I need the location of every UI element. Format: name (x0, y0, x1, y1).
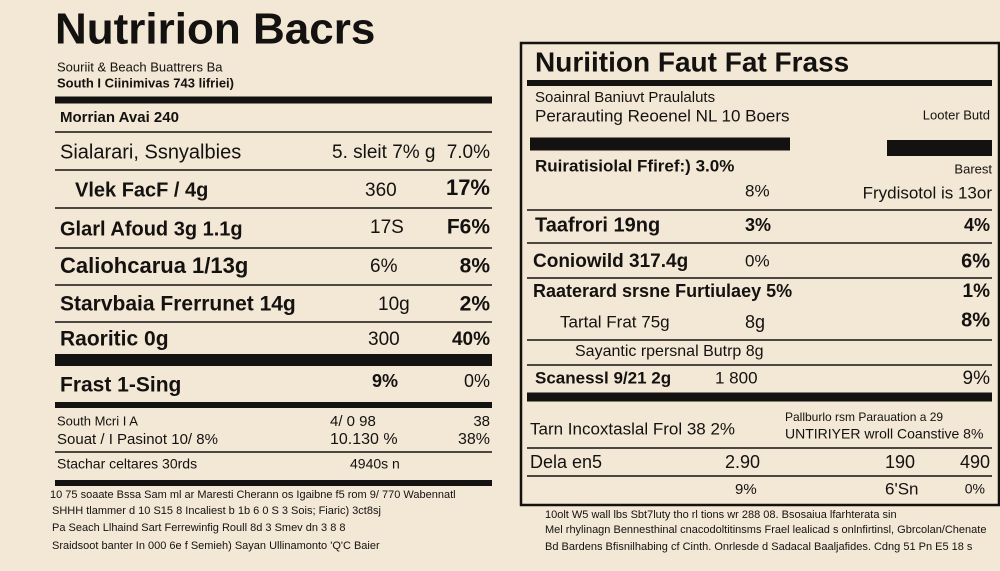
rule (527, 209, 992, 211)
label-text: 6% (961, 250, 990, 272)
label-text: 9% (372, 371, 398, 391)
label-text: Dela en5 (530, 452, 602, 472)
label-text: Bd Bardens Bfisnilhabing cf Cinth. Onrle… (545, 541, 973, 553)
label-text: Barest (954, 161, 992, 176)
label-text: 10.130 % (330, 431, 398, 448)
label-text: Caliohcarua 1/13g (60, 253, 248, 278)
label-text: Glarl Afoud 3g 1.1g (60, 218, 243, 240)
rule (55, 402, 492, 408)
label-text: Scanessl 9/21 2g (535, 368, 671, 387)
rule (527, 277, 992, 279)
label-text: Ruiratisiolal Ffiref:) 3.0% (535, 156, 734, 175)
label-text: 8g (745, 312, 765, 332)
label-text: 1 800 (715, 368, 758, 387)
rule (55, 96, 492, 104)
label-text: Perarauting Reoenel NL 10 Boers (535, 106, 790, 125)
label-text: 4% (964, 215, 990, 235)
label-text: UNTIRIYER wroll Coanstive 8% (785, 426, 983, 442)
rule (55, 284, 492, 286)
label-text: Sraidsoot banter In 000 6e f Semieh) Say… (52, 540, 380, 552)
label-text: Sayantic rpersnal Butrp 8g (575, 343, 764, 360)
label-text: 4/ 0 98 (330, 413, 376, 430)
label-text: Taafrori 19ng (535, 214, 660, 236)
label-text: SHHH tlammer d 10 S15 8 Incaliest b 1b 6… (52, 505, 381, 517)
rule (527, 475, 992, 477)
label-text: 6'Sn (885, 479, 919, 498)
label-text: Pallburlo rsm Parauation a 29 (785, 410, 943, 424)
rule (527, 80, 992, 86)
rule (55, 131, 492, 133)
label-text: 1% (963, 281, 991, 302)
label-text: Coniowild 317.4g (533, 251, 688, 272)
label-text: Tartal Frat 75g (560, 312, 670, 331)
rule (55, 480, 492, 486)
label-text: 360 (365, 180, 397, 201)
label-text: 5. sleit 7% g (332, 142, 436, 163)
label-text: Sialarari, Ssnyalbies (60, 141, 241, 163)
rule (55, 207, 492, 209)
label-text: Pa Seach Llhaind Sart Ferrewinfig Roull … (52, 522, 346, 534)
label-text: 38% (458, 431, 490, 448)
label-text: 9% (735, 481, 757, 498)
label-text: 8% (745, 181, 770, 200)
label-text: Frydisotol is 13or (863, 183, 993, 202)
label-text: 2.90 (725, 452, 760, 472)
rule (530, 137, 790, 151)
rule (527, 364, 992, 366)
label-text: 4940s n (350, 456, 400, 472)
label-text: Vlek FacF / 4g (75, 179, 208, 201)
label-text: 3% (745, 215, 771, 235)
label-text: Soainral Baniuvt Praulaluts (535, 89, 715, 106)
right-panel-border (519, 41, 1000, 507)
rule (527, 447, 992, 449)
label-text: 40% (452, 329, 490, 350)
rule (527, 242, 992, 244)
label-text: 8% (460, 255, 491, 278)
rule (527, 392, 992, 402)
label-text: 10olt W5 wall lbs Sbt7luty tho rl tions … (545, 509, 897, 521)
rule (55, 321, 492, 323)
label-text: Stachar celtares 30rds (57, 456, 197, 472)
label-text: 10g (378, 294, 410, 315)
label-text: 300 (368, 329, 400, 350)
label-text: Tarn Incoxtaslal Frol 38 2% (530, 419, 735, 438)
label-text: Frast 1-Sing (60, 374, 181, 397)
label-text: 0% (464, 371, 490, 391)
label-text: Starvbaia Frerrunet 14g (60, 293, 296, 316)
label-text: 2% (460, 293, 491, 316)
label-text: Nutririon Bacrs (55, 5, 375, 54)
label-text: Souat / I Pasinot 10/ 8% (57, 431, 218, 448)
rule (55, 169, 492, 171)
label-text: 6% (370, 256, 398, 277)
label-text: Souriit & Beach Buattrers Ba (57, 59, 223, 74)
label-text: 0% (965, 481, 985, 497)
rule (527, 339, 992, 341)
label-text: Looter Butd (923, 107, 990, 122)
label-text: 17S (370, 217, 404, 238)
label-text: Morrian Avai 240 (60, 109, 179, 126)
label-text: 9% (963, 368, 991, 389)
label-text: F6% (447, 216, 491, 239)
rule (55, 451, 492, 453)
label-text: 7.0% (447, 142, 490, 163)
label-text: South Mcri I A (57, 413, 138, 428)
label-text: 17% (446, 175, 490, 200)
label-text: Nuriition Faut Fat Frass (535, 46, 849, 77)
rule (887, 140, 992, 156)
label-text: 10 75 soaate Bssa Sam ml ar Maresti Cher… (50, 489, 456, 501)
rule (55, 247, 492, 249)
rule (55, 354, 492, 366)
label-text: Mel rhylinagn Bennesthinal cnacodoltitin… (545, 524, 986, 536)
label-text: South I Ciinimivas 743 lifriei) (57, 75, 234, 90)
label-text: Raaterard srsne Furtiulaey 5% (533, 281, 792, 301)
label-text: 490 (960, 452, 990, 472)
label-text: 190 (885, 452, 915, 472)
label-text: 0% (745, 251, 770, 270)
label-text: 38 (473, 413, 490, 430)
label-text: 8% (961, 309, 990, 331)
label-text: Raoritic 0g (60, 328, 169, 351)
